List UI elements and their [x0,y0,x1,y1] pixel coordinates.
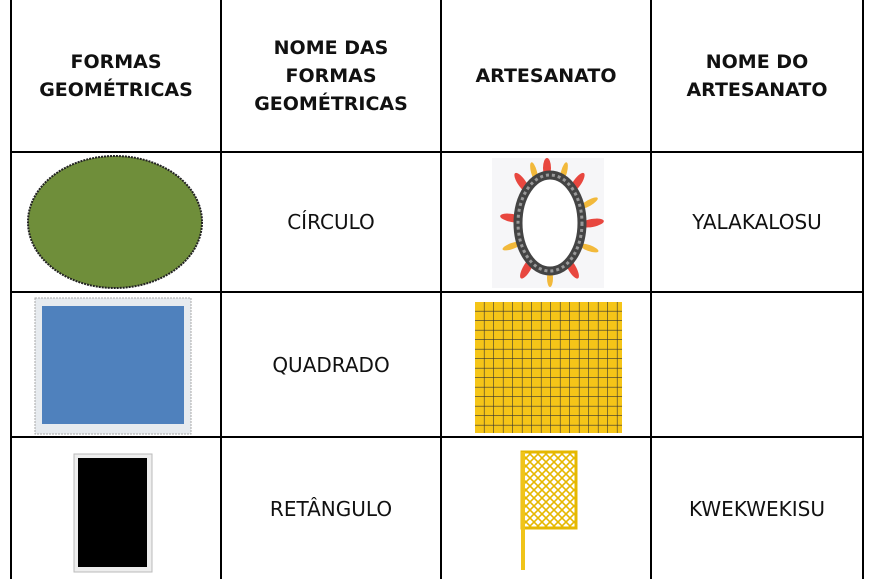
circle-shape [27,155,203,289]
column-line [440,0,442,579]
craft-name: YALAKALOSU [692,210,822,234]
shape-name: RETÂNGULO [269,496,393,521]
row-line [10,291,864,293]
row-line [10,151,864,153]
header-cell: ARTESANATO [475,64,617,87]
craft-image [492,158,604,288]
craft-name: KWEKWEKISU [689,496,825,521]
shape-name: QUADRADO [272,352,390,377]
square-shape [34,297,192,435]
rectangle-shape [73,453,153,573]
column-line [220,0,222,579]
column-line [862,0,864,579]
header-cell: NOME DO ARTESANATO [686,50,828,101]
row-line [10,436,864,438]
craft-image [475,302,622,433]
header-cell: NOME DAS FORMAS GEOMÉTRICAS [254,36,408,115]
craft-image [520,450,578,570]
column-line [650,0,652,579]
column-line [10,0,12,579]
header-cell: FORMAS GEOMÉTRICAS [39,50,193,101]
shape-name: CÍRCULO [287,210,375,234]
